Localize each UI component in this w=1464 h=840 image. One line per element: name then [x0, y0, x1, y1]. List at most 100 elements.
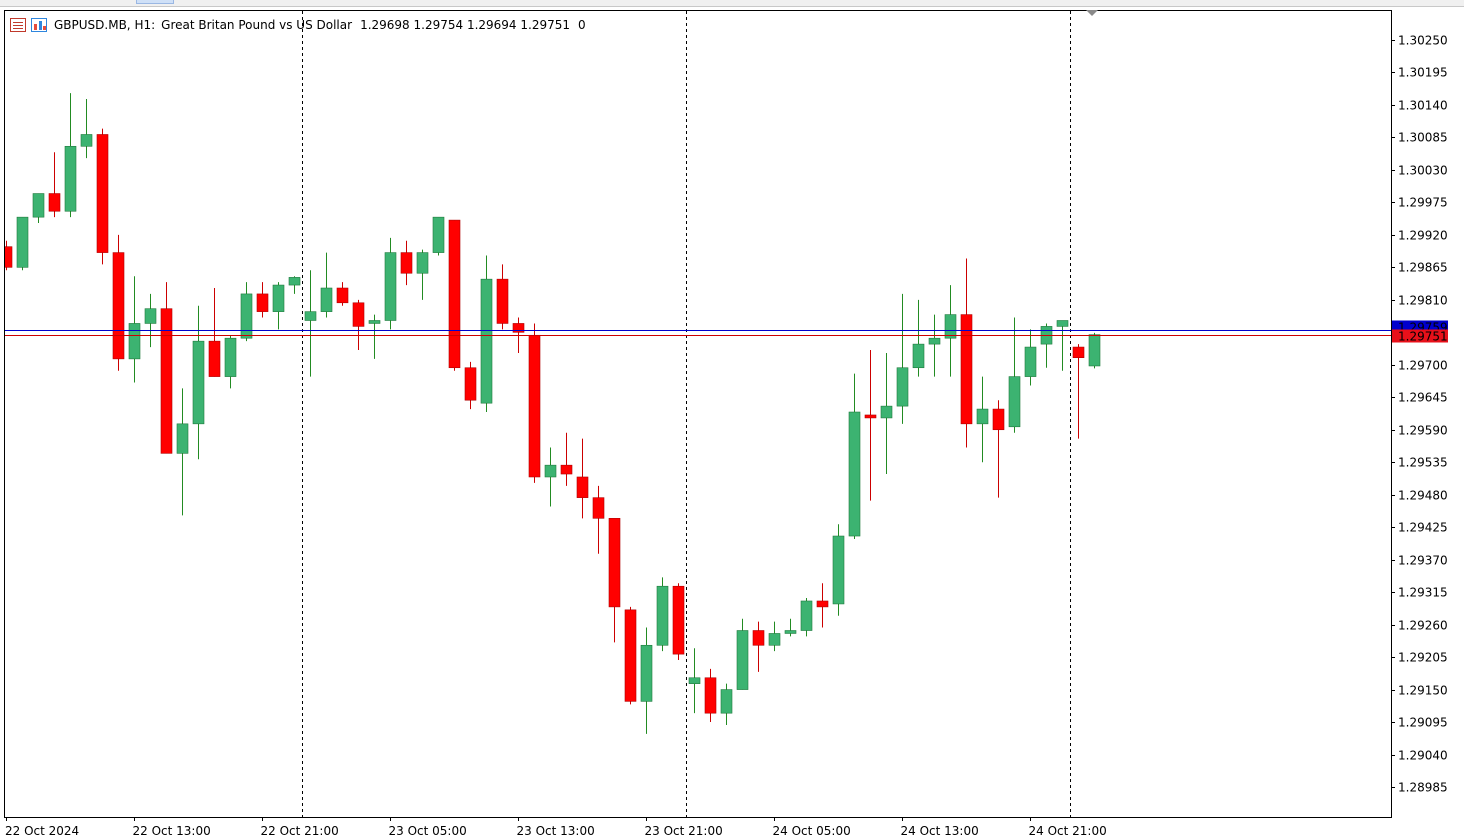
x-tick-label: 23 Oct 21:00	[645, 824, 723, 838]
candle-body	[624, 609, 637, 702]
candle-body	[48, 193, 61, 212]
x-tick-label: 23 Oct 13:00	[517, 824, 595, 838]
candle-body	[1008, 376, 1021, 428]
y-tick-label: 1.29810	[1398, 294, 1448, 308]
y-tick-label: 1.30250	[1398, 34, 1448, 48]
candle	[816, 583, 829, 628]
candle	[96, 128, 109, 265]
candle	[640, 627, 653, 734]
candle-body	[832, 535, 845, 605]
candle-body	[672, 585, 685, 655]
candle-body	[1056, 320, 1069, 327]
candle	[480, 255, 493, 413]
candle	[960, 258, 973, 448]
candle-body	[128, 323, 141, 360]
candle	[32, 193, 45, 224]
candle-body	[256, 293, 269, 312]
y-tick-label: 1.29150	[1398, 684, 1448, 698]
x-tick-label: 24 Oct 05:00	[773, 824, 851, 838]
candle-body	[16, 216, 29, 268]
candle-body	[464, 367, 477, 401]
symbol-label: GBPUSD.MB, H1:	[54, 18, 156, 32]
candle	[64, 93, 77, 218]
candle-body	[896, 367, 909, 407]
x-tick-label: 24 Oct 13:00	[901, 824, 979, 838]
candle	[256, 282, 269, 318]
candle	[528, 323, 541, 483]
candle	[240, 282, 253, 342]
y-tick-label: 1.29645	[1398, 391, 1448, 405]
candle	[208, 288, 221, 377]
candle-body	[208, 340, 221, 377]
chart-area[interactable]	[4, 10, 1392, 818]
candle	[432, 216, 445, 256]
y-tick-label: 1.29040	[1398, 749, 1448, 763]
candle-body	[352, 302, 365, 327]
candle	[544, 447, 557, 507]
candle-body	[304, 311, 317, 321]
candle-body	[288, 277, 301, 286]
bid-price-tag-label: 1.29751	[1398, 330, 1448, 344]
y-tick-label: 1.29975	[1398, 196, 1448, 210]
candle-body	[512, 323, 525, 333]
candle	[976, 376, 989, 463]
candle-body	[992, 408, 1005, 431]
candle	[880, 352, 893, 475]
chart-tab[interactable]	[136, 0, 174, 4]
candle-body	[656, 585, 669, 646]
candle	[448, 219, 461, 371]
candle	[272, 282, 285, 330]
candle	[112, 234, 125, 371]
candle-body	[272, 284, 285, 312]
ohlc-values: 1.29698 1.29754 1.29694 1.29751	[360, 18, 570, 32]
y-tick-label: 1.29700	[1398, 359, 1448, 373]
candle-body	[240, 293, 253, 339]
candle-body	[384, 252, 397, 321]
candle-body	[5, 246, 13, 268]
candle-body	[944, 314, 957, 339]
candle	[560, 432, 573, 486]
candle-body	[928, 337, 941, 345]
candle	[624, 606, 637, 705]
chart-header: GBPUSD.MB, H1: Great Britan Pound vs US …	[10, 16, 586, 34]
candle-body	[640, 644, 653, 702]
candle-body	[432, 216, 445, 253]
y-tick-label: 1.29370	[1398, 554, 1448, 568]
candle	[768, 621, 781, 652]
symbol-description: Great Britan Pound vs US Dollar	[161, 18, 353, 32]
candle	[752, 621, 765, 672]
menu-list-icon[interactable]	[10, 18, 26, 32]
y-tick-label: 1.30140	[1398, 99, 1448, 113]
candle	[368, 314, 381, 359]
candle	[608, 518, 621, 643]
chart-type-icon[interactable]	[31, 18, 47, 32]
candle-body	[912, 343, 925, 369]
candle-body	[800, 600, 813, 631]
candle-body	[400, 252, 413, 274]
candle	[896, 293, 909, 424]
candle-body	[32, 193, 45, 218]
candle	[720, 683, 733, 725]
candle	[1024, 329, 1037, 386]
candle-body	[336, 287, 349, 304]
y-tick-label: 1.29205	[1398, 651, 1448, 665]
y-tick-label: 1.30030	[1398, 164, 1448, 178]
candle-body	[976, 408, 989, 425]
candle	[384, 237, 397, 330]
candle	[128, 276, 141, 383]
candle-body	[704, 677, 717, 714]
candle	[80, 99, 93, 159]
candle-body	[528, 334, 541, 478]
candle-body	[176, 423, 189, 454]
candle	[464, 361, 477, 410]
candle-body	[224, 337, 237, 377]
candle	[688, 648, 701, 714]
candle	[576, 438, 589, 519]
candle	[928, 314, 941, 377]
candle-body	[720, 689, 733, 714]
candle-body	[160, 308, 173, 454]
candle	[1072, 344, 1085, 439]
candle	[704, 668, 717, 723]
y-tick-label: 1.29865	[1398, 261, 1448, 275]
